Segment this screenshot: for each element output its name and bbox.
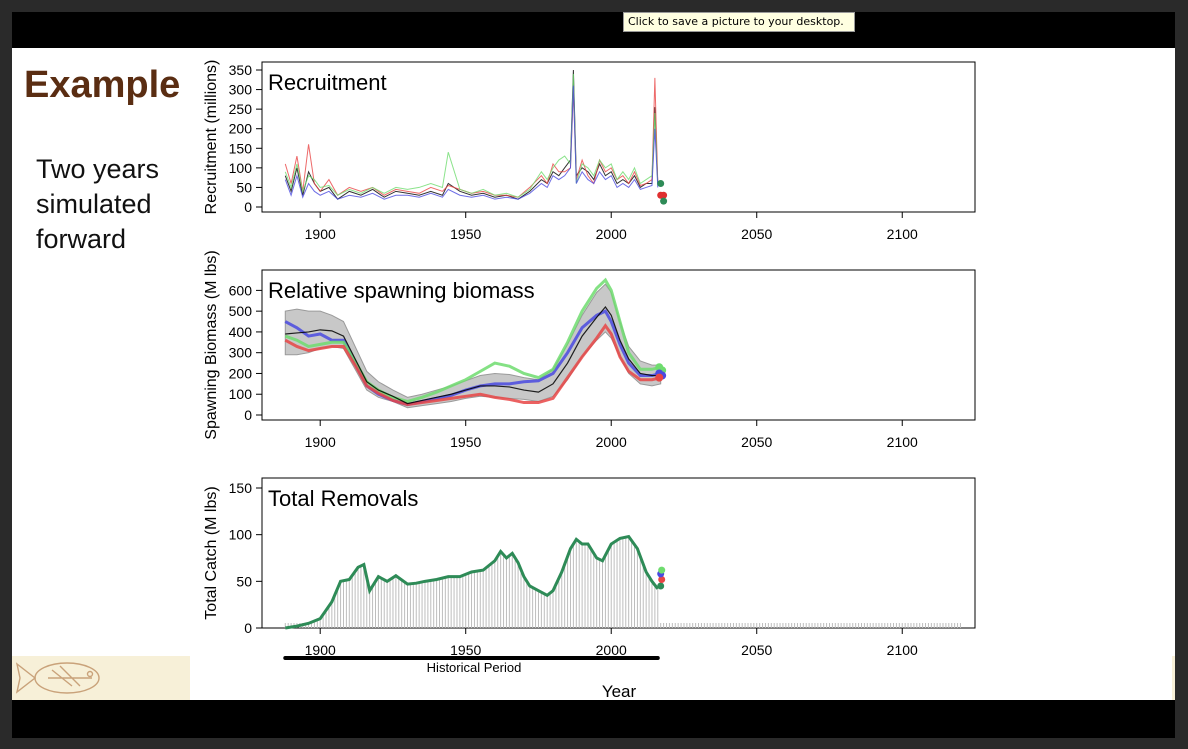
x-tick-label: 2000 [596,434,627,450]
fish-logo [12,656,190,700]
x-tick-label: 1900 [305,434,336,450]
chart-title: Total Removals [268,486,418,511]
y-tick-label: 300 [229,345,253,361]
historical-period-label: Historical Period [427,660,522,675]
y-tick-label: 150 [229,480,253,496]
projection-point [655,373,664,382]
projection-point [657,582,665,590]
x-tick-label: 2050 [741,642,772,658]
projection-point [658,575,666,583]
save-picture-tooltip: Click to save a picture to your desktop. [623,12,855,32]
y-axis-label: Total Catch (M lbs) [203,486,220,619]
x-tick-label: 1950 [450,434,481,450]
projection-point [657,180,665,188]
x-tick-label: 2100 [887,434,918,450]
y-tick-label: 0 [244,199,252,215]
y-tick-label: 100 [229,527,253,543]
x-tick-label: 1950 [450,226,481,242]
total-removals-line [285,534,659,630]
x-tick-label: 2100 [887,642,918,658]
x-tick-label: 1950 [450,642,481,658]
y-axis-label: Spawning Biomass (M lbs) [203,250,220,439]
y-tick-label: 50 [236,573,252,589]
y-tick-label: 350 [229,62,253,78]
x-axis-label: Year [602,682,637,701]
slide-footer-strip [1172,656,1175,700]
x-tick-label: 2000 [596,226,627,242]
projection-point [660,197,668,205]
chart-title: Relative spawning biomass [268,278,535,303]
y-tick-label: 400 [229,324,253,340]
projection-point [658,566,666,574]
slide-title: Example [24,64,181,106]
recruitment-series-line [284,85,659,200]
biomass-series-line [284,277,662,404]
x-tick-label: 2050 [741,226,772,242]
y-tick-label: 0 [244,407,252,423]
y-tick-label: 200 [229,121,253,137]
chart-title: Recruitment [268,70,387,95]
window-top-bar [12,12,1175,48]
x-tick-label: 1900 [305,642,336,658]
chart-panel-3: Total Removals Total Catch (M lbs) 0 50 100 1… [203,477,976,660]
biomass-series-line [284,323,662,407]
chart-panel-1: Recruitment Recruitment (millions) 0 50 100 1… [203,60,976,242]
window-bottom-bar [12,700,1175,738]
y-tick-label: 500 [229,303,253,319]
chart-panel-2: Relative spawning biomass Spawning Biomas… [203,250,976,450]
y-tick-label: 50 [236,179,252,195]
y-tick-label: 200 [229,365,253,381]
x-tick-label: 2000 [596,642,627,658]
y-tick-label: 100 [229,386,253,402]
y-tick-label: 300 [229,82,253,98]
y-tick-label: 150 [229,140,253,156]
slide-bullet-text: Two years simulated forward [36,154,160,254]
fish-icon [15,662,100,694]
y-tick-label: 250 [229,101,253,117]
y-axis-label: Recruitment (millions) [203,60,220,215]
y-tick-label: 100 [229,160,253,176]
x-tick-label: 2050 [741,434,772,450]
x-tick-label: 2100 [887,226,918,242]
x-tick-label: 1900 [305,226,336,242]
biomass-series-line [285,306,661,405]
y-tick-label: 600 [229,282,253,298]
y-tick-label: 0 [244,620,252,636]
projection-point [660,191,668,199]
recruitment-series-line [284,73,659,198]
